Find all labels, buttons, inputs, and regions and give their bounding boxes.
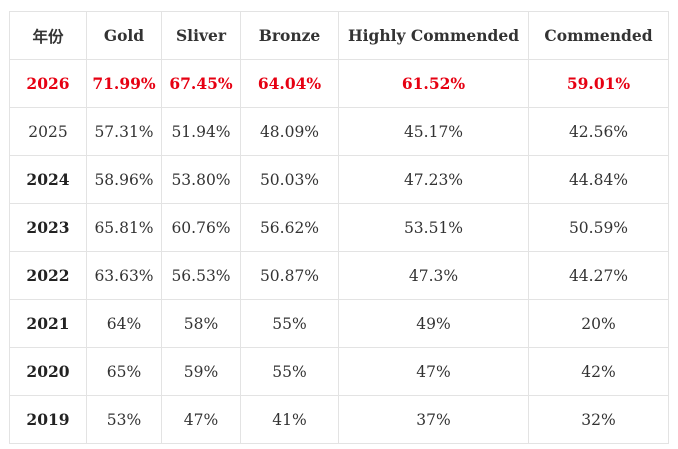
cell-gold: 65% [86,347,162,396]
cell-bronze: 41% [240,395,339,444]
table-row-2023: 2023 65.81% 60.76% 56.62% 53.51% 50.59% [9,203,669,252]
cell-year: 2019 [9,395,87,444]
table-row-2019: 2019 53% 47% 41% 37% 32% [9,395,669,444]
cell-bronze: 50.03% [240,155,339,204]
cell-gold: 71.99% [86,59,162,108]
cell-silver: 53.80% [161,155,241,204]
cell-commended: 44.27% [528,251,669,300]
cell-bronze: 50.87% [240,251,339,300]
cell-gold: 58.96% [86,155,162,204]
cell-gold: 64% [86,299,162,348]
cell-commended: 59.01% [528,59,669,108]
cell-gold: 63.63% [86,251,162,300]
cell-highly-commended: 45.17% [338,107,529,156]
cell-gold: 57.31% [86,107,162,156]
cell-year: 2022 [9,251,87,300]
cell-silver: 51.94% [161,107,241,156]
header-bronze: Bronze [240,11,339,60]
award-rates-table: 年份 Gold Sliver Bronze Highly Commended C… [9,11,669,444]
cell-commended: 44.84% [528,155,669,204]
header-year: 年份 [9,11,87,60]
cell-silver: 47% [161,395,241,444]
cell-year: 2024 [9,155,87,204]
table-row-2024: 2024 58.96% 53.80% 50.03% 47.23% 44.84% [9,155,669,204]
cell-year: 2023 [9,203,87,252]
results-table-container: 年份 Gold Sliver Bronze Highly Commended C… [9,11,669,444]
cell-bronze: 64.04% [240,59,339,108]
cell-silver: 58% [161,299,241,348]
cell-year: 2025 [9,107,87,156]
cell-highly-commended: 47.23% [338,155,529,204]
cell-commended: 20% [528,299,669,348]
table-row-2022: 2022 63.63% 56.53% 50.87% 47.3% 44.27% [9,251,669,300]
cell-silver: 59% [161,347,241,396]
table-row-2026: 2026 71.99% 67.45% 64.04% 61.52% 59.01% [9,59,669,108]
cell-commended: 32% [528,395,669,444]
cell-highly-commended: 61.52% [338,59,529,108]
cell-year: 2020 [9,347,87,396]
cell-highly-commended: 49% [338,299,529,348]
cell-year: 2026 [9,59,87,108]
header-commended: Commended [528,11,669,60]
cell-bronze: 56.62% [240,203,339,252]
cell-bronze: 55% [240,299,339,348]
cell-bronze: 48.09% [240,107,339,156]
cell-year: 2021 [9,299,87,348]
cell-silver: 56.53% [161,251,241,300]
cell-silver: 67.45% [161,59,241,108]
cell-highly-commended: 37% [338,395,529,444]
header-highly-commended: Highly Commended [338,11,529,60]
cell-gold: 65.81% [86,203,162,252]
cell-bronze: 55% [240,347,339,396]
cell-highly-commended: 53.51% [338,203,529,252]
cell-silver: 60.76% [161,203,241,252]
table-row-2025: 2025 57.31% 51.94% 48.09% 45.17% 42.56% [9,107,669,156]
cell-highly-commended: 47.3% [338,251,529,300]
cell-highly-commended: 47% [338,347,529,396]
cell-commended: 42.56% [528,107,669,156]
header-silver: Sliver [161,11,241,60]
table-header-row: 年份 Gold Sliver Bronze Highly Commended C… [9,11,669,60]
table-row-2020: 2020 65% 59% 55% 47% 42% [9,347,669,396]
header-gold: Gold [86,11,162,60]
cell-gold: 53% [86,395,162,444]
table-row-2021: 2021 64% 58% 55% 49% 20% [9,299,669,348]
cell-commended: 50.59% [528,203,669,252]
cell-commended: 42% [528,347,669,396]
